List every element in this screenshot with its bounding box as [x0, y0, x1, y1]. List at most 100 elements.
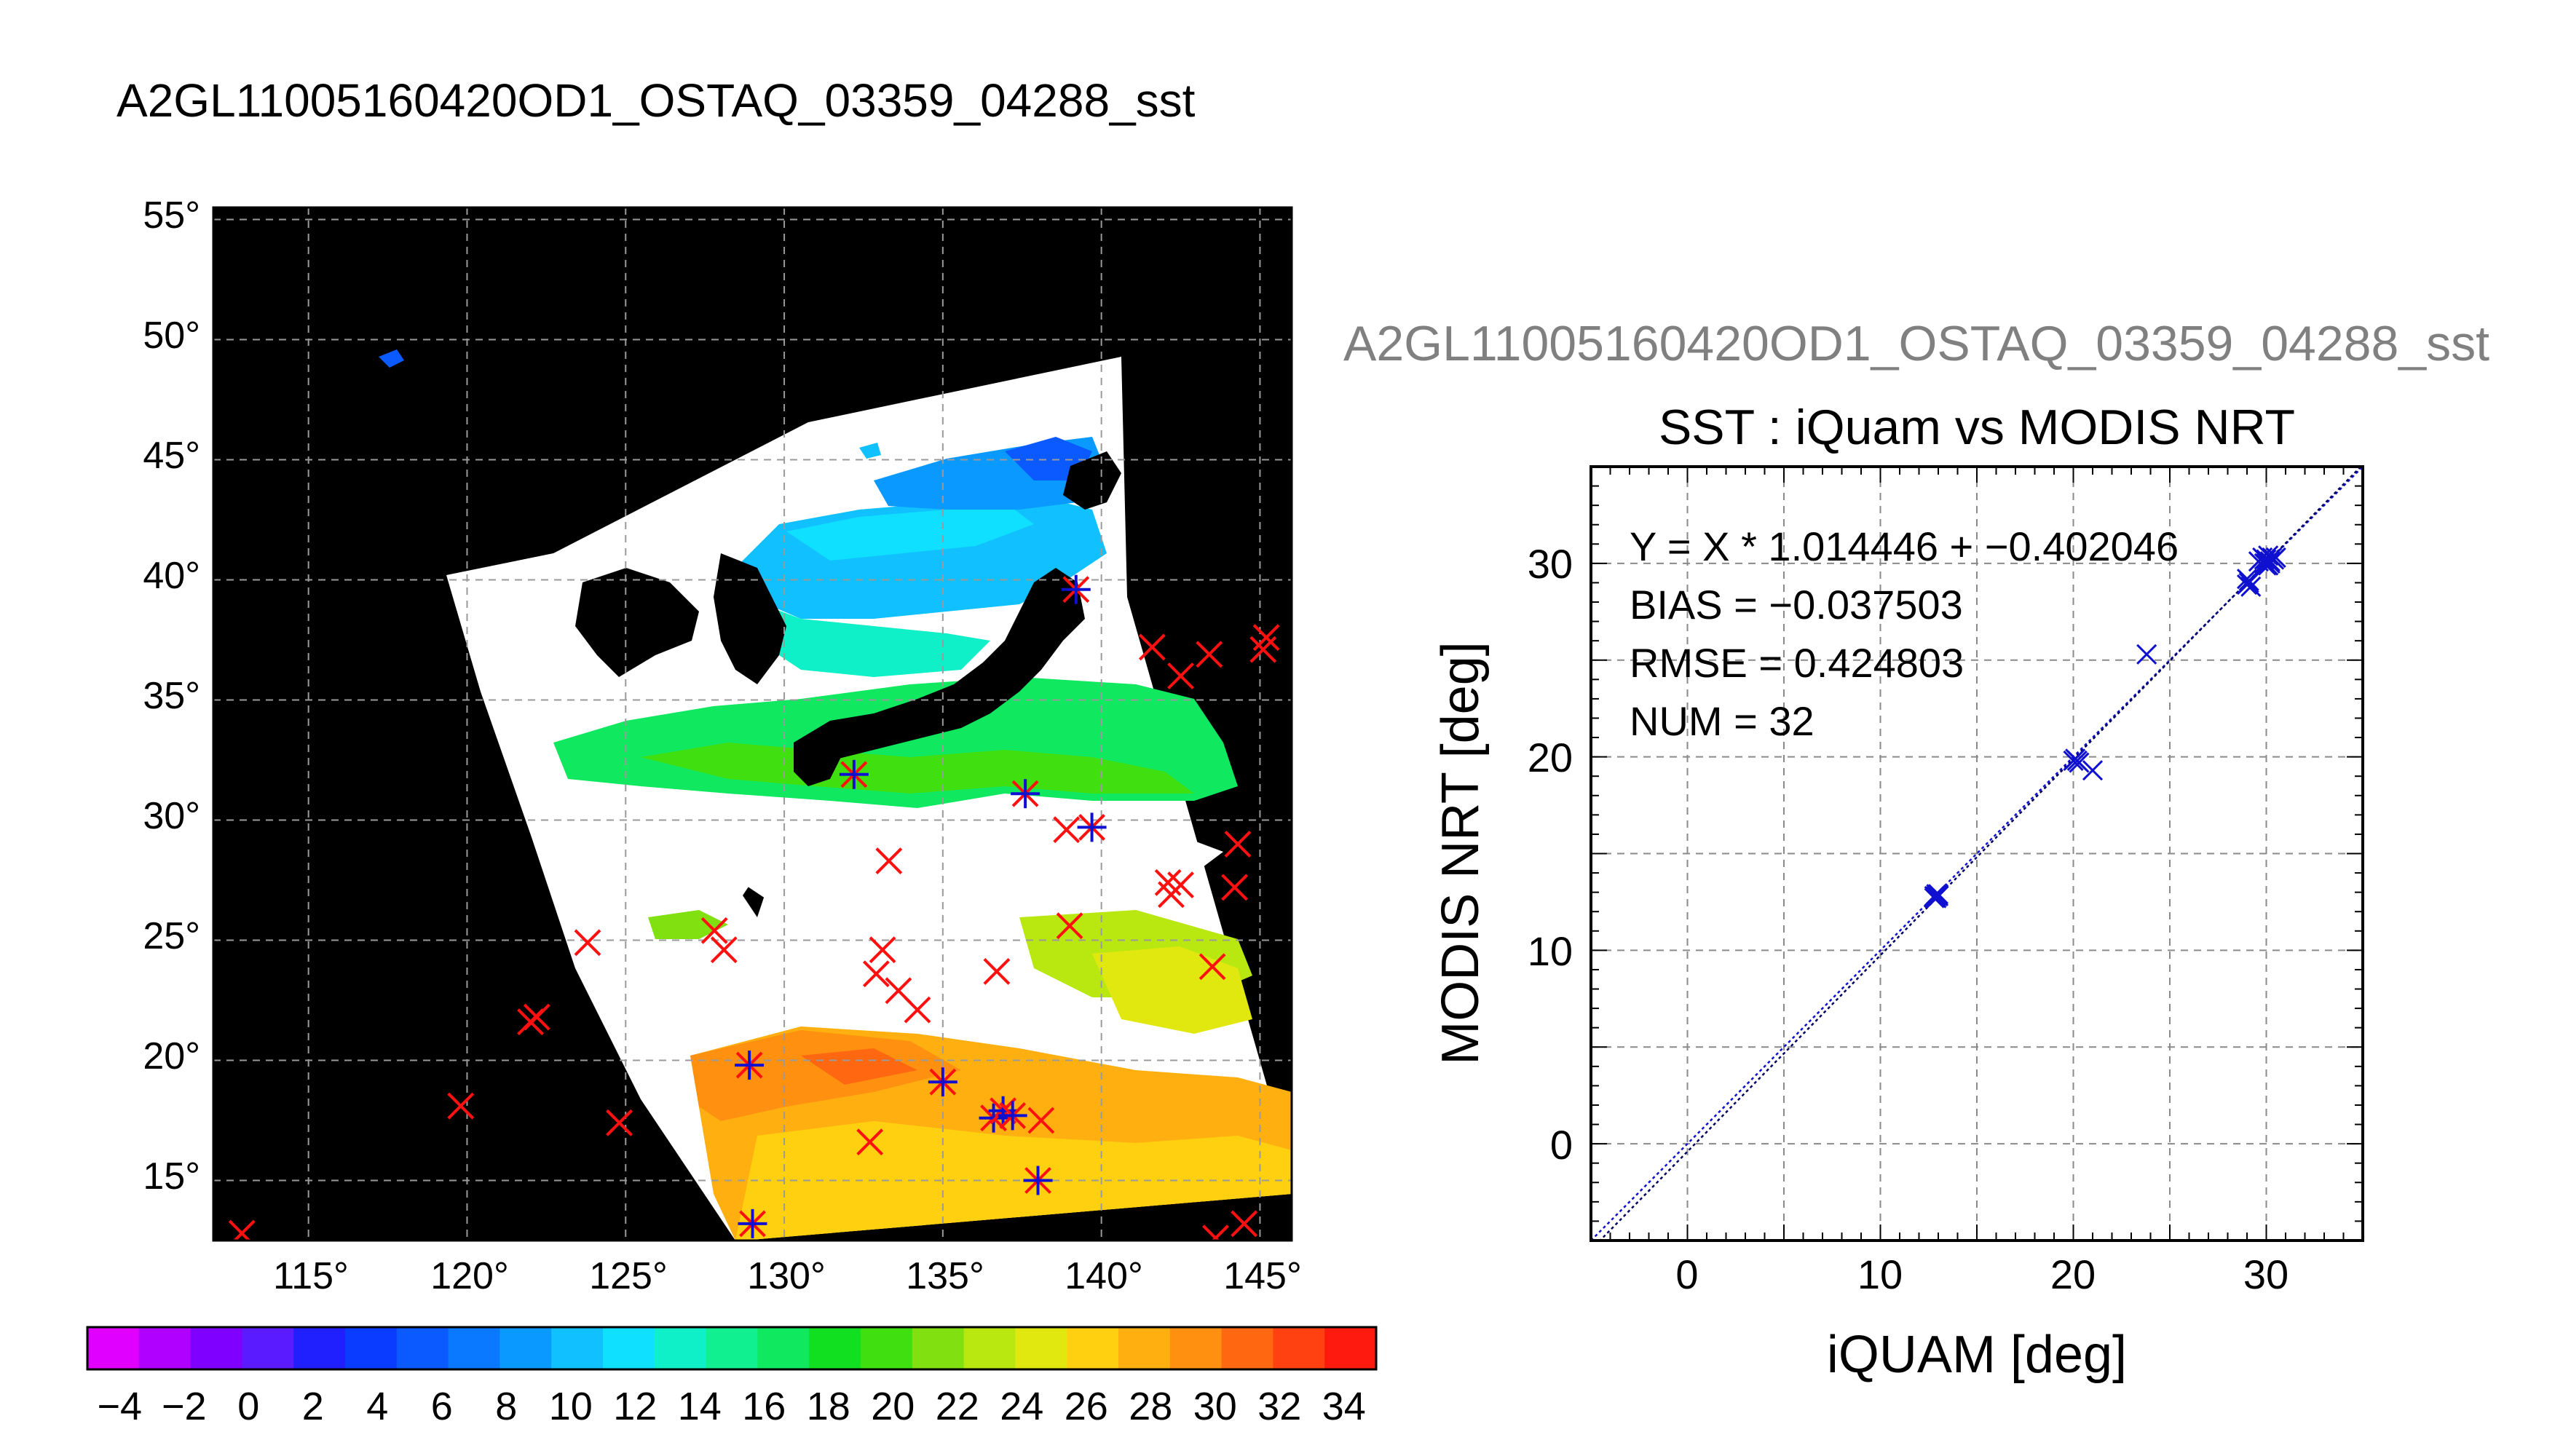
scatter-annotations: Y = X * 1.014446 + −0.402046 BIAS = −0.0…: [1630, 523, 2179, 744]
buoy-marker: [1056, 912, 1083, 940]
x-axis-label: iQUAM [deg]: [1827, 1326, 2127, 1384]
scatter-y-ticks: 0 10 20 30: [1528, 541, 1573, 1168]
buoy-marker: [856, 1128, 884, 1156]
lat-tick-50: 50°: [143, 314, 200, 357]
buoy-marker: [1224, 831, 1252, 858]
buoy-marker: [228, 1219, 256, 1241]
bias-label: BIAS = −0.037503: [1630, 582, 1963, 628]
buoy-marker: [862, 960, 890, 988]
lat-tick-55: 55°: [143, 194, 200, 237]
lon-tick-140: 140°: [1065, 1255, 1143, 1297]
buoy-marker: [606, 1109, 633, 1136]
colorbar-swatch: [1324, 1327, 1377, 1369]
colorbar-label: 30: [1193, 1385, 1237, 1428]
colorbar-label: −2: [162, 1385, 207, 1428]
scatter-point: [2238, 572, 2259, 593]
map-buoy-markers: [228, 574, 1280, 1241]
colorbar-swatch: [1067, 1327, 1119, 1369]
colorbar-label: 24: [1000, 1385, 1043, 1428]
colorbar-swatch: [87, 1327, 140, 1369]
lon-tick-130: 130°: [747, 1255, 826, 1297]
buoy-marker: [1138, 633, 1166, 661]
land-hokkaido: [1063, 451, 1121, 510]
colorbar-swatch: [190, 1327, 242, 1369]
rmse-label: RMSE = 0.424803: [1630, 640, 1964, 686]
x-tick-0: 0: [1675, 1251, 1698, 1297]
colorbar-label: 26: [1065, 1385, 1108, 1428]
buoy-match-marker: [998, 1101, 1027, 1131]
colorbar-label: 20: [871, 1385, 915, 1428]
scatter-point: [2258, 555, 2279, 576]
buoy-marker: [1221, 874, 1249, 901]
scatter-point: [2069, 752, 2090, 773]
map-plot: 55° 50° 45° 40° 35° 30° 25° 20° 15° 115°…: [143, 194, 1301, 1297]
colorbar-label: 34: [1322, 1385, 1366, 1428]
scatter-points: [1924, 545, 2286, 909]
colorbar-label: 22: [936, 1385, 979, 1428]
sst-red-orange-patch: [801, 1048, 917, 1085]
buoy-marker: [447, 1092, 475, 1120]
scatter-gridlines: [1591, 467, 2363, 1241]
lat-tick-20: 20°: [143, 1035, 200, 1077]
buoy-match-marker: [928, 1067, 957, 1097]
cloud-patch-1: [728, 852, 874, 903]
lat-tick-45: 45°: [143, 435, 200, 477]
y-tick-20: 20: [1528, 735, 1573, 780]
colorbar-swatch: [809, 1327, 861, 1369]
colorbar-label: 4: [366, 1385, 388, 1428]
colorbar-swatch: [293, 1327, 346, 1369]
lon-tick-120: 120°: [430, 1255, 509, 1297]
colorbar-label: 16: [742, 1385, 786, 1428]
scatter-point: [1926, 887, 1947, 909]
colorbar-swatch: [448, 1327, 500, 1369]
colorbar-label: 0: [237, 1385, 259, 1428]
lon-tick-125: 125°: [589, 1255, 668, 1297]
colorbar-label: 10: [549, 1385, 593, 1428]
scatter-point: [2136, 644, 2157, 665]
buoy-marker: [1198, 953, 1226, 981]
fit-equation: Y = X * 1.014446 + −0.402046: [1630, 523, 2179, 569]
colorbar-swatch: [654, 1327, 707, 1369]
colorbar-label: 12: [613, 1385, 657, 1428]
buoy-marker: [700, 917, 728, 944]
x-tick-30: 30: [2243, 1251, 2289, 1297]
sst-colorbar: [87, 1327, 1377, 1369]
buoy-marker: [1196, 641, 1223, 668]
y-tick-10: 10: [1528, 928, 1573, 974]
lat-tick-15: 15°: [143, 1155, 200, 1198]
y-tick-0: 0: [1550, 1122, 1573, 1168]
sst-cyan-band: [743, 597, 990, 677]
y-tick-30: 30: [1528, 541, 1573, 587]
colorbar-swatch: [242, 1327, 294, 1369]
scatter-frame: [1590, 465, 2364, 1242]
land-korea: [714, 553, 786, 684]
colorbar-swatch: [603, 1327, 655, 1369]
y-axis-label: MODIS NRT [deg]: [1431, 641, 1490, 1065]
map-title: A2GL11005160420OD1_OSTAQ_03359_04288_sst: [117, 74, 1196, 127]
colorbar-swatch: [551, 1327, 604, 1369]
scatter-title: SST : iQuam vs MODIS NRT: [1659, 400, 2295, 455]
colorbar-swatch: [1221, 1327, 1273, 1369]
scatter-x-ticks: 0 10 20 30: [1675, 1251, 2289, 1297]
scatter-point: [2238, 570, 2259, 591]
buoy-match-marker: [1061, 574, 1091, 604]
buoy-marker: [1252, 624, 1280, 652]
colorbar-label: −4: [97, 1385, 142, 1428]
small-sst-patch: [859, 443, 881, 459]
colorbar-swatch: [1015, 1327, 1067, 1369]
map-lon-ticks: 115° 120° 125° 130° 135° 140° 145°: [273, 1255, 1302, 1297]
colorbar-swatch: [396, 1327, 449, 1369]
buoy-marker: [869, 936, 896, 964]
colorbar-swatch: [912, 1327, 965, 1369]
colorbar-swatch: [706, 1327, 758, 1369]
land-japan-honshu: [794, 568, 1085, 772]
buoy-match-marker: [1023, 1166, 1053, 1195]
colorbar-swatch: [1169, 1327, 1223, 1369]
lat-tick-35: 35°: [143, 675, 200, 717]
colorbar-swatch: [1273, 1327, 1325, 1369]
lon-tick-115: 115°: [273, 1255, 349, 1297]
sst-green-light-band: [641, 743, 1194, 794]
x-tick-20: 20: [2050, 1251, 2096, 1297]
x-tick-10: 10: [1857, 1251, 1903, 1297]
